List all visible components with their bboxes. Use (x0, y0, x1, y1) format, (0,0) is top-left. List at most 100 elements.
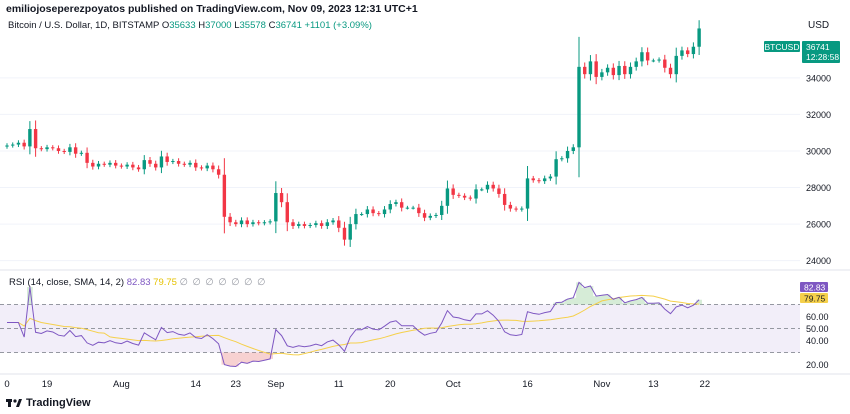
rsi-tick-label: 20.00 (806, 360, 829, 370)
candle-body (234, 222, 238, 225)
footer-brand[interactable]: TradingView (6, 397, 91, 409)
candle-body (136, 167, 141, 170)
candle-body (382, 209, 387, 215)
candle (96, 160, 101, 170)
candle-body (663, 59, 667, 68)
candle-body (176, 161, 181, 164)
candle-body (588, 61, 593, 75)
candle-body (468, 197, 473, 199)
price-tick-label: 32000 (806, 110, 831, 120)
candle (680, 46, 684, 60)
candle-body (142, 160, 146, 170)
candle-body (634, 61, 638, 67)
candle (234, 219, 238, 227)
candle-body (388, 204, 392, 210)
candle-body (245, 220, 249, 225)
candle (428, 213, 432, 221)
candle (354, 208, 358, 230)
candle-body (148, 160, 152, 164)
candle (45, 144, 49, 152)
open-value: 35633 (169, 20, 196, 31)
candle-body (5, 145, 9, 147)
candle-body (262, 222, 267, 224)
candle (342, 221, 347, 246)
candle (462, 193, 467, 201)
candle-body (119, 165, 124, 167)
candle (508, 201, 513, 212)
candle-body (11, 144, 15, 146)
candle (468, 195, 473, 201)
candle (239, 217, 244, 228)
candle-body (16, 142, 21, 145)
candle (634, 57, 638, 71)
time-tick-label: Oct (446, 379, 461, 390)
candle (514, 206, 518, 212)
candle (268, 219, 272, 225)
time-tick-label: 11 (334, 379, 344, 390)
candle-body (491, 184, 495, 189)
candle-body (508, 204, 513, 209)
candle-body (422, 213, 427, 218)
candle (302, 221, 307, 229)
candle (371, 206, 375, 217)
candle (554, 151, 558, 185)
candle (377, 210, 381, 217)
candle-body (239, 220, 244, 225)
candle (182, 161, 187, 167)
price-tag-bg (802, 41, 840, 63)
candle (39, 146, 44, 152)
candle (205, 162, 209, 172)
candle-body (680, 50, 684, 56)
candle (22, 139, 26, 150)
candle (337, 216, 341, 233)
candle (108, 160, 112, 168)
candle (331, 217, 335, 225)
candle-body (640, 52, 644, 62)
candle-body (96, 163, 101, 167)
candle-body (131, 164, 135, 168)
candle (154, 160, 158, 171)
candle (502, 188, 507, 211)
candle (422, 209, 427, 222)
candle (85, 147, 89, 169)
candle (274, 181, 278, 234)
candle-body (560, 158, 564, 160)
sma-tag-bg (800, 293, 828, 303)
time-tick-label: Nov (593, 379, 610, 390)
candle-body (302, 224, 307, 226)
time-tick-label: 14 (190, 379, 201, 390)
candle-body (554, 159, 558, 177)
candle-body (600, 72, 604, 77)
rsi-legend: RSI (14, close, SMA, 14, 2) 82.83 79.75 … (9, 277, 266, 288)
rsi-tick-label: 60.00 (806, 312, 829, 322)
candle (565, 146, 570, 163)
candle-body (674, 55, 678, 75)
price-tick-label: 30000 (806, 146, 831, 156)
candle-body (291, 222, 295, 226)
currency-label[interactable]: USD (808, 20, 830, 31)
candle-body (194, 162, 198, 168)
candle-body (211, 165, 215, 170)
candle-body (583, 66, 587, 75)
candle-body (657, 59, 661, 61)
candle (165, 152, 169, 166)
candles (5, 20, 701, 247)
candle (411, 205, 415, 210)
candle (256, 220, 261, 226)
symbol-title[interactable]: Bitcoin / U.S. Dollar, 1D, BITSTAMP (8, 20, 160, 31)
candle-body (359, 214, 364, 216)
candle (542, 175, 547, 184)
candle-body (279, 193, 284, 203)
rsi-title[interactable]: RSI (14, close, SMA, 14, 2) (9, 277, 125, 288)
candle-body (480, 189, 484, 191)
publisher-line: emiliojoseperezpoyatos published on Trad… (6, 3, 418, 15)
candle (11, 142, 15, 148)
candle-body (668, 67, 673, 75)
candle (577, 36, 581, 178)
time-tick-label: Aug (113, 379, 130, 390)
candle (657, 57, 661, 63)
low-value: 35578 (239, 20, 266, 31)
candle-body (365, 209, 370, 215)
candle (537, 178, 541, 184)
